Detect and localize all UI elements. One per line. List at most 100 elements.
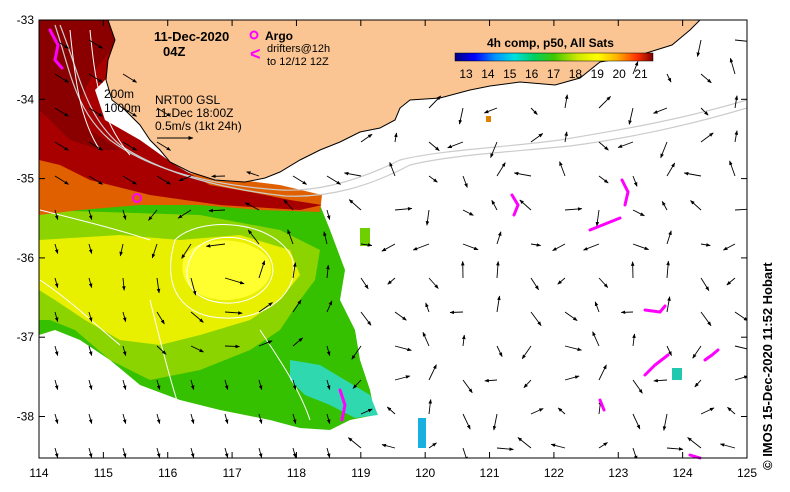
current-vector [700,132,714,143]
current-vector [700,107,709,116]
current-vector [513,171,532,177]
x-tick-label: 117 [223,466,242,480]
current-vector [660,141,668,159]
sst-yellow-eddy [182,240,272,300]
current-vector [190,379,195,391]
current-vector [292,337,304,347]
current-vector [598,141,609,151]
current-vector [381,243,396,252]
current-vector [54,447,59,458]
drifter-track [510,193,520,217]
current-vector [483,107,498,114]
current-vector [428,175,438,183]
current-vector [700,277,710,291]
isobath-lines [54,24,747,197]
current-vector [734,208,747,211]
current-vector [326,447,331,458]
current-vector [190,345,205,353]
current-vector [287,229,294,245]
current-vector [694,379,702,388]
current-vector [425,209,430,226]
current-vector [348,199,362,211]
current-vector [190,413,195,425]
current-vector [323,231,328,245]
current-vector [598,96,611,109]
current-vector [156,311,165,325]
current-vector [530,277,539,291]
current-vector [352,379,362,389]
current-vector [692,345,702,359]
current-vector [564,207,583,211]
current-vector [156,447,161,458]
current-vector [88,345,93,357]
current-vector [496,162,506,177]
current-vector [122,141,137,151]
current-vector [88,107,103,117]
current-vector [696,39,702,57]
current-vector [700,407,715,415]
colorbar-tick-label: 13 [459,67,473,81]
drifter-legend: Argo < drifters@12h to 12/12 12Z [249,29,330,68]
current-vector [394,345,412,352]
y-tick-label: -33 [17,13,35,27]
current-vector [151,243,158,259]
current-vector [734,311,747,322]
current-vector [690,200,702,211]
argo-legend-label: Argo [265,29,293,43]
current-vector [54,345,59,357]
current-vector [632,175,638,187]
current-vector [178,175,192,182]
current-vector [428,442,437,449]
current-vector [462,379,473,394]
current-vector [360,408,373,415]
current-vector [246,171,260,177]
plot-frame [38,19,748,459]
x-tick-label: 118 [287,466,306,480]
current-vector [726,277,736,286]
current-vector [428,364,437,381]
drifter-legend-icon: < [250,44,261,64]
current-vector [156,107,171,117]
current-vector [386,406,396,415]
current-vector [595,209,600,227]
current-vector [326,300,333,313]
current-vector [719,443,736,449]
current-vector [484,378,498,383]
current-vector [283,199,294,211]
current-vector [517,437,532,449]
y-tick-label: -34 [17,92,35,106]
current-vector [559,161,566,177]
current-vector [491,199,498,211]
current-vector [394,132,398,143]
x-tick-label: 124 [673,466,693,480]
current-vector [496,345,503,358]
current-vector [122,175,137,185]
colorbar: 4h comp, p50, All Sats 13 14 15 16 17 18 19 20 2… [454,36,654,81]
colorbar-tick-label: 16 [525,67,539,81]
current-vector [292,413,297,425]
current-vector [326,175,341,185]
current-vector [54,141,69,151]
current-vector [389,161,396,177]
current-vector [156,413,161,425]
current-vector [428,399,433,415]
current-vector [292,379,297,391]
current-vector [564,345,582,351]
isobath-1000-label: 1000m [104,101,141,115]
drifter-tracks [48,28,720,460]
current-vector [496,447,514,451]
current-vector [54,277,59,289]
current-vector [523,379,532,389]
current-vector [521,345,532,360]
y-tick-label: -37 [17,330,35,344]
current-vector [492,413,498,431]
current-vector [177,209,192,219]
colorbar-tick-label: 19 [591,67,605,81]
current-vector [666,447,684,451]
current-vector [208,208,226,213]
current-vector [326,264,330,279]
current-vector [550,443,566,449]
current-vector [88,277,93,289]
current-vector [258,260,266,279]
current-vector [224,277,245,285]
